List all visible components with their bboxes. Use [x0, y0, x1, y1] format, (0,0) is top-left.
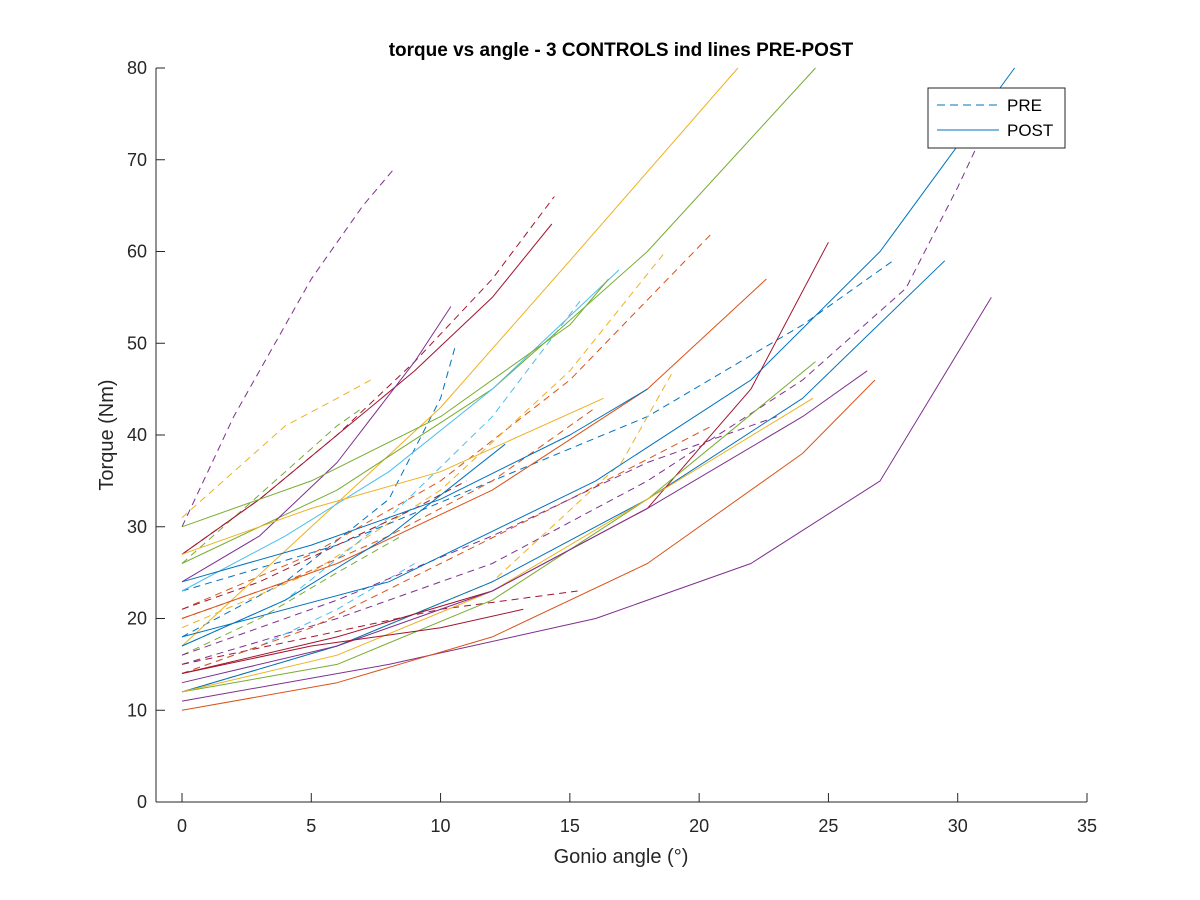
y-tick-label: 70 — [127, 150, 147, 170]
x-ticks: 0 5 10 15 20 25 30 35 — [177, 793, 1097, 836]
legend: PRE POST — [927, 87, 1066, 149]
pre-series-line-5 — [181, 232, 713, 610]
x-tick-label: 5 — [306, 816, 316, 836]
post-series-line-31 — [181, 361, 816, 693]
legend-label-pre: PRE — [1007, 96, 1042, 115]
pre-series-line-13 — [181, 535, 403, 656]
legend-box — [927, 87, 1066, 149]
post-series-line-22 — [181, 306, 452, 583]
x-tick-label: 20 — [689, 816, 709, 836]
y-tick-label: 60 — [127, 242, 147, 262]
post-series-line-27 — [181, 260, 946, 693]
x-tick-label: 15 — [560, 816, 580, 836]
y-tick-label: 20 — [127, 609, 147, 629]
pre-series-line-9 — [181, 104, 997, 665]
y-ticks: 0 10 20 30 40 50 60 70 80 — [127, 58, 165, 812]
pre-series-line-15 — [181, 480, 467, 610]
post-series-line-34 — [181, 608, 524, 674]
post-series-line-28 — [181, 297, 992, 702]
post-series-line-36 — [181, 388, 648, 583]
x-axis-title: Gonio angle (°) — [554, 846, 689, 868]
x-tick-label: 25 — [818, 816, 838, 836]
post-series-line-23 — [181, 269, 620, 592]
pre-series-line-11 — [181, 590, 578, 665]
pre-series-line-3 — [181, 407, 364, 564]
post-series-line-21 — [181, 223, 553, 555]
x-tick-label: 35 — [1077, 816, 1097, 836]
plot-lines — [181, 67, 1016, 711]
plot-area — [156, 68, 1087, 802]
y-tick-label: 40 — [127, 425, 147, 445]
pre-series-line-14 — [181, 425, 713, 674]
post-series-line-35 — [181, 443, 506, 647]
y-tick-label: 80 — [127, 58, 147, 78]
post-series-line-33 — [181, 370, 868, 684]
y-tick-label: 0 — [137, 792, 147, 812]
chart-title: torque vs angle - 3 CONTROLS ind lines P… — [389, 40, 854, 61]
pre-series-line-2 — [181, 379, 372, 518]
pre-series-line-4 — [181, 343, 457, 638]
pre-series-line-0 — [181, 168, 395, 528]
y-tick-label: 30 — [127, 517, 147, 537]
legend-label-post: POST — [1007, 121, 1053, 140]
y-tick-label: 10 — [127, 700, 147, 720]
x-tick-label: 30 — [948, 816, 968, 836]
x-tick-label: 10 — [431, 816, 451, 836]
post-series-line-20 — [181, 67, 1016, 638]
post-series-line-29 — [181, 379, 876, 711]
post-series-line-18 — [181, 67, 739, 647]
post-series-line-25 — [181, 397, 604, 555]
y-axis-title: Torque (Nm) — [96, 379, 118, 490]
pre-series-line-1 — [181, 196, 555, 555]
pre-series-line-16 — [181, 416, 777, 656]
x-tick-label: 0 — [177, 816, 187, 836]
post-series-line-26 — [181, 278, 767, 619]
y-tick-label: 50 — [127, 333, 147, 353]
post-series-line-24 — [181, 278, 609, 528]
pre-series-line-6 — [181, 251, 666, 629]
